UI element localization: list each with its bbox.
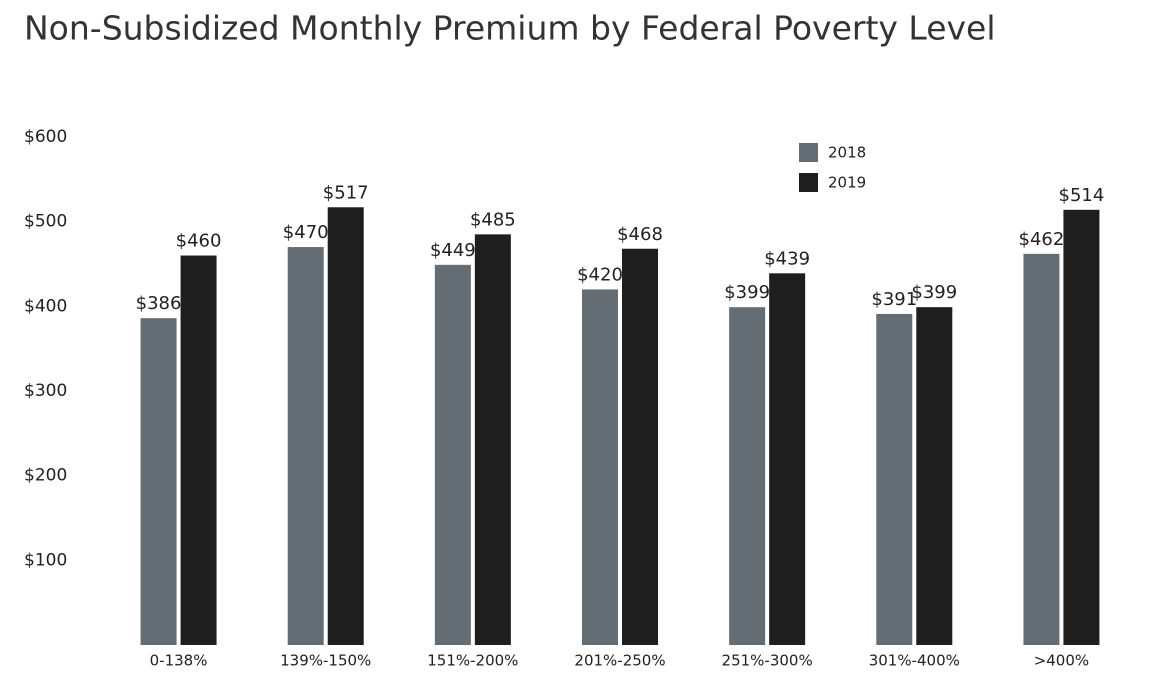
bar	[769, 273, 806, 645]
bar	[622, 248, 658, 645]
bar	[1023, 253, 1060, 645]
y-tick-label: $200	[24, 466, 67, 486]
bar	[876, 313, 913, 645]
x-tick-label: 151%-200%	[427, 652, 518, 670]
bar	[916, 307, 953, 645]
x-tick-label: 301%-400%	[869, 652, 960, 670]
bar	[287, 247, 324, 646]
value-label: $420	[577, 264, 623, 285]
value-label: $470	[283, 222, 329, 243]
legend-swatch	[799, 143, 818, 162]
bar	[434, 264, 471, 645]
value-label: $514	[1059, 185, 1105, 206]
value-label: $399	[724, 282, 770, 303]
value-label: $462	[1019, 229, 1065, 250]
value-label: $517	[323, 182, 369, 203]
x-tick-label: 201%-250%	[574, 652, 665, 670]
value-label: $399	[911, 282, 957, 303]
bar	[140, 318, 177, 645]
bar	[327, 207, 364, 646]
bar	[1063, 209, 1100, 645]
value-label: $439	[764, 248, 810, 269]
value-label: $449	[430, 240, 476, 261]
value-label: $386	[136, 293, 182, 314]
bar	[582, 289, 618, 645]
y-tick-label: $400	[24, 296, 67, 316]
y-tick-label: $600	[24, 127, 67, 147]
x-tick-label: 0-138%	[150, 652, 208, 670]
y-tick-label: $300	[24, 381, 67, 401]
bar	[180, 255, 217, 646]
value-label: $391	[871, 289, 917, 310]
y-tick-label: $500	[24, 212, 67, 232]
y-tick-label: $100	[24, 550, 67, 570]
x-tick-label: >400%	[1034, 652, 1089, 670]
value-label: $468	[617, 224, 663, 245]
value-label: $460	[176, 231, 222, 252]
legend-swatch	[799, 173, 818, 192]
x-tick-label: 139%-150%	[280, 652, 371, 670]
legend-label: 2019	[828, 174, 866, 192]
chart-title: Non-Subsidized Monthly Premium by Federa…	[24, 9, 996, 48]
x-tick-label: 251%-300%	[722, 652, 813, 670]
bar	[474, 234, 511, 645]
value-label: $485	[470, 209, 516, 230]
legend-label: 2018	[828, 144, 866, 162]
bar	[729, 307, 766, 645]
